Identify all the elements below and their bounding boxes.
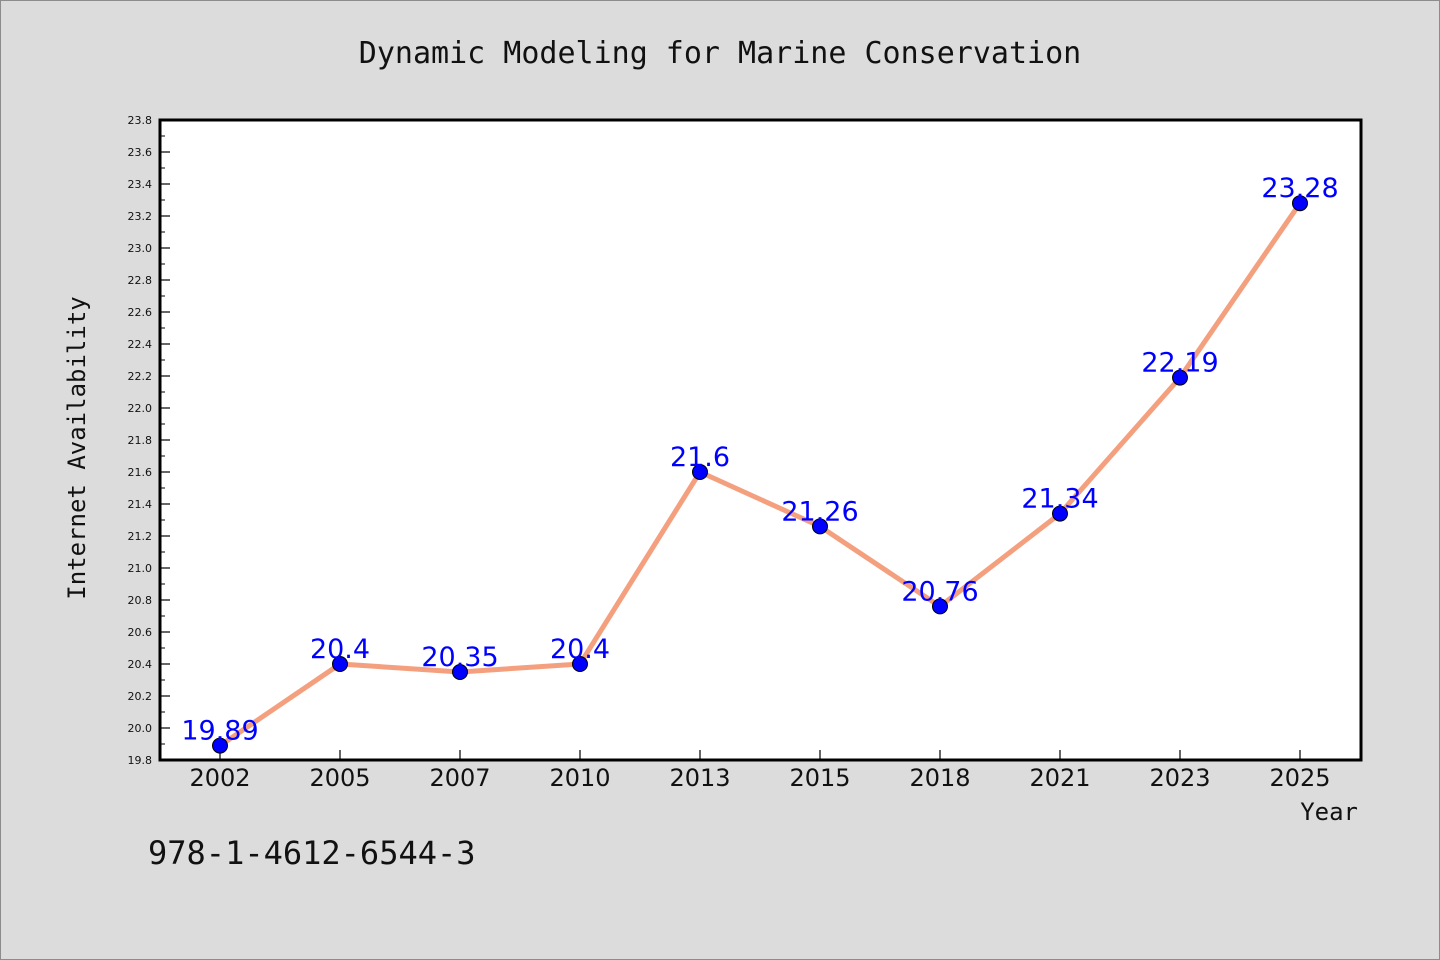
- y-tick-label: 23.2: [128, 210, 153, 223]
- y-tick-label: 23.0: [128, 242, 153, 255]
- data-label: 20.35: [421, 642, 498, 673]
- data-point: [1052, 505, 1068, 522]
- data-point: [812, 518, 828, 535]
- y-tick-label: 20.8: [128, 594, 153, 607]
- footnote-text: 978-1-4612-6544-3: [148, 834, 476, 872]
- y-tick-label: 20.4: [128, 658, 153, 671]
- y-tick-label: 21.0: [128, 562, 153, 575]
- data-point: [332, 656, 348, 672]
- data-point: [692, 464, 708, 480]
- x-tick-label: 2010: [549, 764, 610, 792]
- data-label: 23.28: [1261, 173, 1338, 204]
- y-tick-label: 19.8: [128, 754, 153, 767]
- y-tick-label: 23.6: [128, 146, 153, 159]
- data-label: 21.34: [1021, 484, 1098, 515]
- x-axis-ticks: 2002 2005 2007 2010 2013 2015 2018 2021 2023 2025: [189, 750, 1331, 792]
- chart-title: Dynamic Modeling for Marine Conservation: [359, 36, 1081, 71]
- y-tick-label: 22.8: [128, 274, 153, 287]
- data-point: [572, 656, 588, 672]
- y-tick-label: 22.4: [128, 338, 153, 351]
- y-tick-label: 22.6: [128, 306, 153, 319]
- data-label: 20.4: [310, 634, 370, 665]
- data-label: 21.6: [670, 442, 730, 473]
- x-tick-label: 2002: [189, 764, 250, 792]
- y-tick-label: 21.8: [128, 434, 153, 447]
- data-label: 19.89: [181, 716, 258, 747]
- data-point: [1172, 369, 1188, 386]
- x-tick-label: 2005: [309, 764, 370, 792]
- x-tick-label: 2018: [909, 764, 970, 792]
- y-tick-label: 22.2: [128, 370, 153, 383]
- x-tick-label: 2021: [1029, 764, 1090, 792]
- data-point: [932, 598, 948, 615]
- data-point: [452, 664, 468, 680]
- y-tick-label: 21.2: [128, 530, 153, 543]
- data-point: [212, 737, 228, 754]
- y-tick-label: 22.0: [128, 402, 153, 415]
- data-label: 22.19: [1141, 348, 1218, 379]
- x-tick-label: 2015: [789, 764, 850, 792]
- series-layer: 19.89 20.4 20.35 20.4 21.6 21.26 20.76 21.34 22.…: [181, 173, 1339, 754]
- y-tick-label: 23.8: [128, 114, 153, 127]
- y-axis-title: Internet Availability: [63, 296, 91, 599]
- y-tick-label: 21.4: [128, 498, 153, 511]
- data-label: 20.76: [901, 576, 978, 607]
- data-point: [1292, 195, 1308, 212]
- plot-area: [158, 118, 1363, 762]
- x-tick-label: 2025: [1269, 764, 1330, 792]
- x-tick-label: 2007: [429, 764, 490, 792]
- data-label: 20.4: [550, 634, 610, 665]
- series-line: [218, 201, 1303, 748]
- data-label: 21.26: [781, 496, 858, 527]
- y-tick-label: 21.6: [128, 466, 153, 479]
- x-tick-label: 2023: [1149, 764, 1210, 792]
- x-axis-title: Year: [1300, 798, 1358, 826]
- y-tick-label: 20.2: [128, 690, 153, 703]
- y-tick-label: 20.0: [128, 722, 153, 735]
- y-tick-label: 23.4: [128, 178, 153, 191]
- y-tick-label: 20.6: [128, 626, 153, 639]
- y-axis-ticks: 19.8 20.0 20.2 20.4 20.6 20.8 21.0 21.2 21.4 21.6…: [128, 114, 170, 767]
- x-tick-label: 2013: [669, 764, 730, 792]
